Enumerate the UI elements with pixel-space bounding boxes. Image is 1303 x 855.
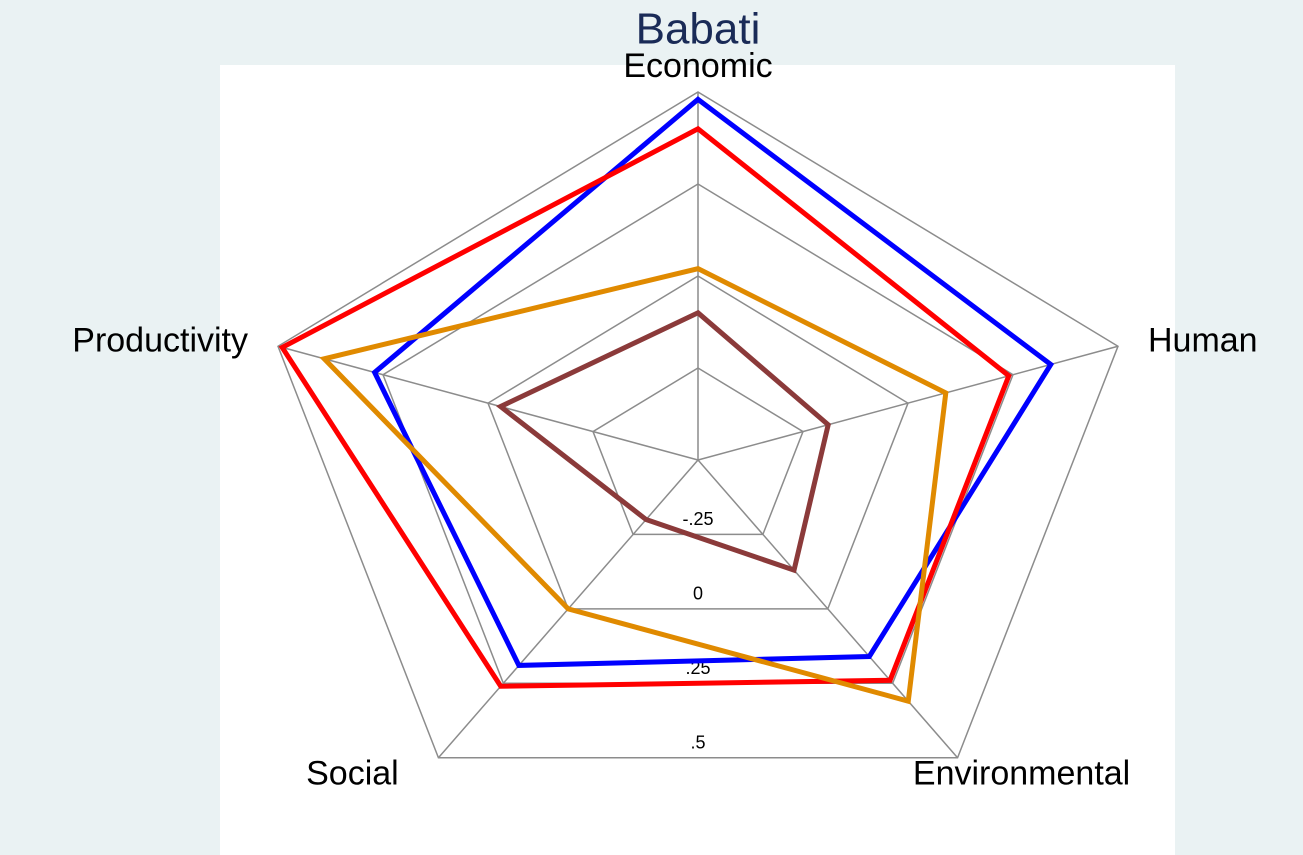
r-tick-label: .5 [690, 732, 705, 752]
grid-ring [592, 367, 804, 536]
r-tick-label: -.25 [682, 509, 713, 529]
series-line [319, 265, 949, 705]
series-line [278, 125, 1012, 689]
axis-label: Economic [623, 47, 772, 85]
grid-ring [277, 91, 1119, 759]
r-tick-label: 0 [693, 584, 703, 604]
spoke [277, 345, 699, 461]
axis-label: Social [306, 755, 399, 793]
chart-title: Babati [636, 5, 761, 54]
spoke [697, 459, 959, 759]
grid-ring [487, 275, 909, 610]
axis-label: Productivity [72, 321, 248, 359]
axis-label: Environmental [913, 755, 1130, 793]
axis-label: Human [1148, 321, 1258, 359]
series-line [495, 309, 831, 574]
series-line [371, 96, 1055, 668]
